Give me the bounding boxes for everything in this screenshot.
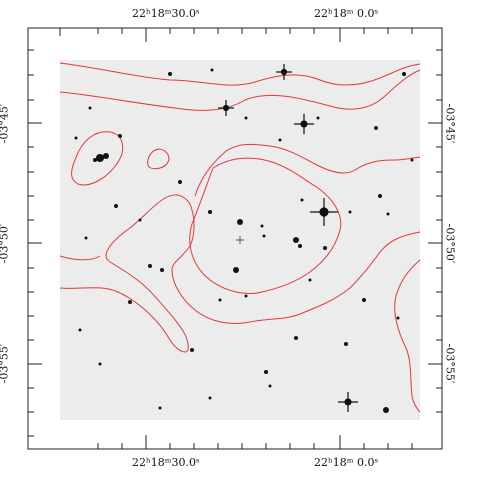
cross-center-icon (236, 236, 244, 244)
plot-frame (27, 27, 443, 450)
contour-lines (59, 62, 421, 413)
tick-marks (28, 28, 442, 449)
dec-label-left-3: -03°55′ (0, 343, 11, 384)
dec-label-left-1: -03°45′ (0, 103, 11, 144)
ra-label-top-2: 22ʰ18ᵐ 0.0ˢ (314, 7, 379, 20)
bright-stars (218, 64, 358, 412)
dec-label-right-1: -03°45′ (443, 103, 457, 144)
ra-label-bottom-2: 22ʰ18ᵐ 0.0ˢ (314, 456, 379, 469)
dec-label-right-3: -03°55′ (443, 343, 457, 384)
ra-label-bottom-1: 22ʰ18ᵐ30.0ˢ (132, 456, 200, 469)
dec-label-left-2: -03°50′ (0, 223, 11, 264)
ra-label-top-1: 22ʰ18ᵐ30.0ˢ (132, 7, 200, 20)
stars (74, 68, 414, 413)
dec-label-right-2: -03°50′ (443, 223, 457, 264)
